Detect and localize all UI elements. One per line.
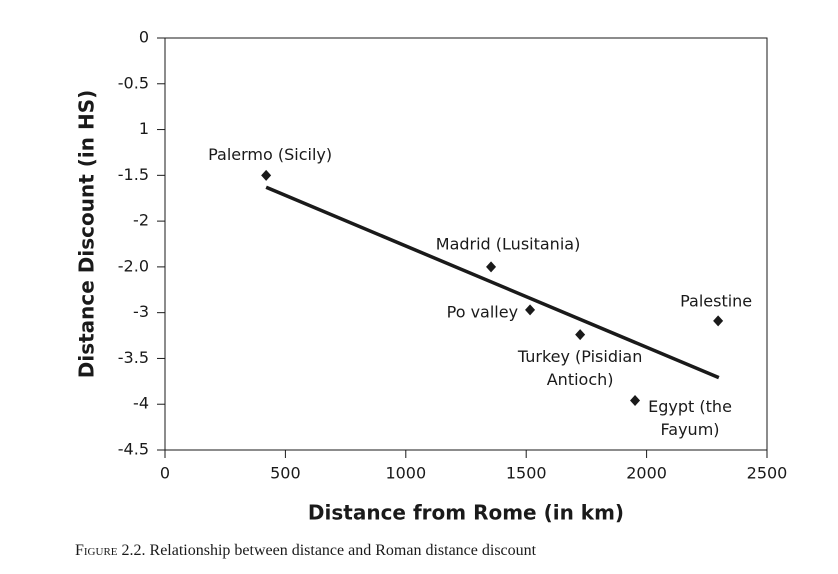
point-label: Madrid (Lusitania)	[436, 234, 581, 253]
x-tick-label: 500	[270, 464, 301, 483]
trend-line	[265, 185, 720, 380]
point-label: Egypt (the	[648, 397, 732, 416]
y-tick-label: -3	[133, 302, 149, 321]
point-label: Palestine	[680, 291, 752, 310]
point-label: Antioch)	[547, 370, 614, 389]
y-tick-label: -1.5	[118, 165, 149, 184]
point	[713, 315, 724, 327]
y-tick-label: -4.5	[118, 440, 149, 459]
x-tick-label: 0	[160, 464, 170, 483]
x-axis-title: Distance from Rome (in km)	[308, 501, 624, 525]
y-tick-label: -4	[133, 394, 149, 413]
x-tick-label: 1000	[385, 464, 426, 483]
point-label: Palermo (Sicily)	[208, 145, 332, 164]
point	[575, 329, 586, 341]
x-tick-label: 1500	[506, 464, 547, 483]
caption: Figure 2.2. Relationship between distanc…	[75, 542, 537, 559]
y-tick-label: 1	[139, 119, 149, 138]
y-tick-label: -2.0	[118, 256, 149, 275]
point-label: Po valley	[447, 302, 518, 321]
y-axis-title: Distance Discount (in HS)	[75, 90, 99, 378]
x-tick-label: 2000	[626, 464, 667, 483]
y-tick-label: -3.5	[118, 348, 149, 367]
point	[630, 395, 641, 407]
point	[525, 304, 536, 316]
point	[486, 261, 497, 273]
point-label: Turkey (Pisidian	[517, 347, 642, 366]
y-tick-label: -0.5	[118, 73, 149, 92]
y-tick-label: -2	[133, 211, 149, 230]
plot-frame	[164, 37, 768, 451]
x-tick-label: 2500	[747, 464, 788, 483]
caption-prefix: Figure 2.2.	[75, 542, 146, 559]
point-label: Fayum)	[661, 420, 720, 439]
point	[261, 169, 272, 181]
y-tick-label: 0	[139, 28, 149, 47]
caption-text: Relationship between distance and Roman …	[150, 542, 537, 559]
